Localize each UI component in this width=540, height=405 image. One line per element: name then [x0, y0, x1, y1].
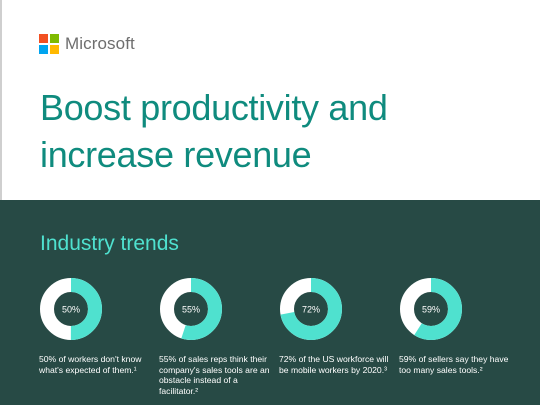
- donut-chart: 59%: [400, 278, 462, 340]
- donut-label: 50%: [62, 305, 80, 315]
- section-title: Industry trends: [40, 232, 179, 255]
- stat-item: 72% 72% of the US workforce will be mobi…: [279, 277, 397, 375]
- stat-description: 50% of workers don't know what's expecte…: [39, 354, 142, 375]
- donut-label: 72%: [302, 305, 320, 315]
- donut-label: 55%: [182, 305, 200, 315]
- stat-description: 55% of sales reps think their company's …: [159, 354, 270, 396]
- donut-arc: [40, 278, 102, 340]
- logo-square-blue: [39, 45, 48, 54]
- microsoft-logo-icon: [39, 34, 59, 54]
- stat-description: 59% of sellers say they have too many sa…: [399, 354, 509, 375]
- donut-chart: 50%: [40, 278, 102, 340]
- headline-line-2: increase revenue: [40, 134, 312, 175]
- donut-chart: 55%: [160, 278, 222, 340]
- header-area: [0, 0, 540, 200]
- stat-item: 59% 59% of sellers say they have too man…: [399, 277, 517, 375]
- page-headline: Boost productivity and increase revenue: [40, 84, 520, 178]
- donut-arc: [160, 278, 222, 340]
- headline-line-1: Boost productivity and: [40, 87, 388, 128]
- donut-arc: [400, 278, 462, 340]
- stat-description: 72% of the US workforce will be mobile w…: [279, 354, 389, 375]
- stat-item: 55% 55% of sales reps think their compan…: [159, 277, 277, 396]
- brand-name: Microsoft: [65, 34, 135, 53]
- microsoft-logo: Microsoft: [39, 34, 135, 54]
- donut-label: 59%: [422, 305, 440, 315]
- logo-square-red: [39, 34, 48, 43]
- logo-square-yellow: [50, 45, 59, 54]
- donut-arc: [280, 278, 342, 340]
- stat-item: 50% 50% of workers don't know what's exp…: [39, 277, 157, 375]
- donut-chart: 72%: [280, 278, 342, 340]
- logo-square-green: [50, 34, 59, 43]
